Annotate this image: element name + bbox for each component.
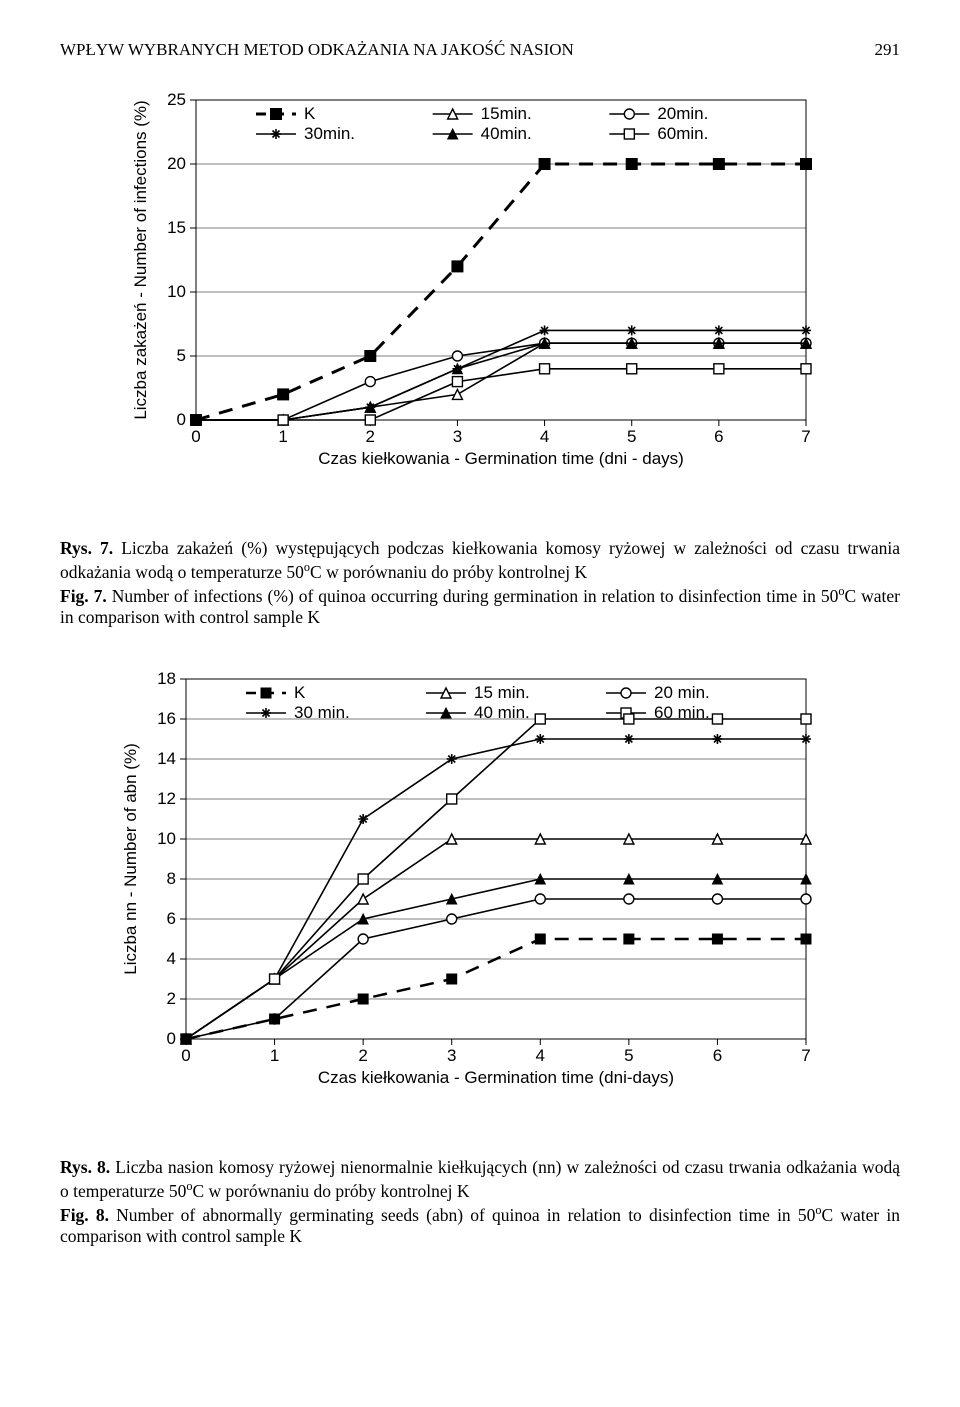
svg-text:20min.: 20min. xyxy=(657,104,708,123)
header-page-number: 291 xyxy=(875,40,901,60)
svg-text:14: 14 xyxy=(157,749,176,768)
chart-2-container: 01234567024681012141618Czas kiełkowania … xyxy=(120,669,900,1139)
svg-text:K: K xyxy=(294,683,306,702)
svg-text:40 min.: 40 min. xyxy=(474,703,530,722)
svg-text:7: 7 xyxy=(801,1046,810,1065)
svg-text:0: 0 xyxy=(167,1029,176,1048)
caption-2-en: Number of abnormally germinating seeds (… xyxy=(109,1205,815,1225)
svg-text:2: 2 xyxy=(167,989,176,1008)
svg-text:5: 5 xyxy=(627,427,636,446)
svg-text:6: 6 xyxy=(167,909,176,928)
svg-text:2: 2 xyxy=(366,427,375,446)
caption-1-en-bold: Fig. 7. xyxy=(60,585,107,605)
svg-text:25: 25 xyxy=(167,90,186,109)
svg-text:0: 0 xyxy=(191,427,200,446)
svg-text:Czas kiełkowania - Germination: Czas kiełkowania - Germination time (dni… xyxy=(318,1068,674,1087)
svg-text:40min.: 40min. xyxy=(481,124,532,143)
caption-1-en: Number of infections (%) of quinoa occur… xyxy=(107,585,839,605)
svg-text:10: 10 xyxy=(167,282,186,301)
svg-text:3: 3 xyxy=(447,1046,456,1065)
svg-text:20: 20 xyxy=(167,154,186,173)
caption-1-pl-tail: C w porównaniu do próby kontrolnej K xyxy=(310,562,587,582)
svg-text:Liczba nn - Number of abn (%): Liczba nn - Number of abn (%) xyxy=(121,743,140,975)
svg-text:18: 18 xyxy=(157,669,176,688)
caption-1-pl-bold: Rys. 7. xyxy=(60,538,113,558)
svg-text:1: 1 xyxy=(270,1046,279,1065)
caption-2-pl-tail: C w porównaniu do próby kontrolnej K xyxy=(192,1181,469,1201)
svg-text:5: 5 xyxy=(177,346,186,365)
chart-1-svg: 0 1 2 3 4 5 6 7 0 5 10 15 20 25 Czas kiełkowania - Ger… xyxy=(120,90,820,520)
svg-text:1: 1 xyxy=(278,427,287,446)
svg-text:15: 15 xyxy=(167,218,186,237)
svg-text:15 min.: 15 min. xyxy=(474,683,530,702)
svg-text:20 min.: 20 min. xyxy=(654,683,710,702)
svg-text:60min.: 60min. xyxy=(657,124,708,143)
caption-1: Rys. 7. Liczba zakażeń (%) występujących… xyxy=(60,538,900,629)
svg-text:7: 7 xyxy=(801,427,810,446)
svg-text:6: 6 xyxy=(713,1046,722,1065)
caption-2-en-bold: Fig. 8. xyxy=(60,1205,109,1225)
svg-text:4: 4 xyxy=(536,1046,545,1065)
svg-text:K: K xyxy=(304,104,316,123)
svg-text:2: 2 xyxy=(358,1046,367,1065)
chart-1-container: 0 1 2 3 4 5 6 7 0 5 10 15 20 25 Czas kiełkowania - Ger… xyxy=(120,90,900,520)
caption-2: Rys. 8. Liczba nasion komosy ryżowej nie… xyxy=(60,1157,900,1248)
svg-text:Liczba zakażeń - Number of inf: Liczba zakażeń - Number of infections (%… xyxy=(131,100,150,419)
svg-text:6: 6 xyxy=(714,427,723,446)
svg-text:4: 4 xyxy=(540,427,549,446)
svg-text:10: 10 xyxy=(157,829,176,848)
svg-text:30min.: 30min. xyxy=(304,124,355,143)
chart-2-svg: 01234567024681012141618Czas kiełkowania … xyxy=(120,669,820,1139)
svg-text:5: 5 xyxy=(624,1046,633,1065)
svg-text:12: 12 xyxy=(157,789,176,808)
svg-text:8: 8 xyxy=(167,869,176,888)
svg-text:4: 4 xyxy=(167,949,176,968)
svg-text:Czas kiełkowania - Germination: Czas kiełkowania - Germination time (dni… xyxy=(318,449,684,468)
svg-text:0: 0 xyxy=(177,410,186,429)
svg-text:30 min.: 30 min. xyxy=(294,703,350,722)
caption-2-pl-bold: Rys. 8. xyxy=(60,1157,110,1177)
page-header: WPŁYW WYBRANYCH METOD ODKAŻANIA NA JAKOŚ… xyxy=(60,40,900,60)
svg-text:3: 3 xyxy=(453,427,462,446)
svg-text:0: 0 xyxy=(181,1046,190,1065)
header-title: WPŁYW WYBRANYCH METOD ODKAŻANIA NA JAKOŚ… xyxy=(60,40,574,60)
svg-text:16: 16 xyxy=(157,709,176,728)
svg-text:15min.: 15min. xyxy=(481,104,532,123)
